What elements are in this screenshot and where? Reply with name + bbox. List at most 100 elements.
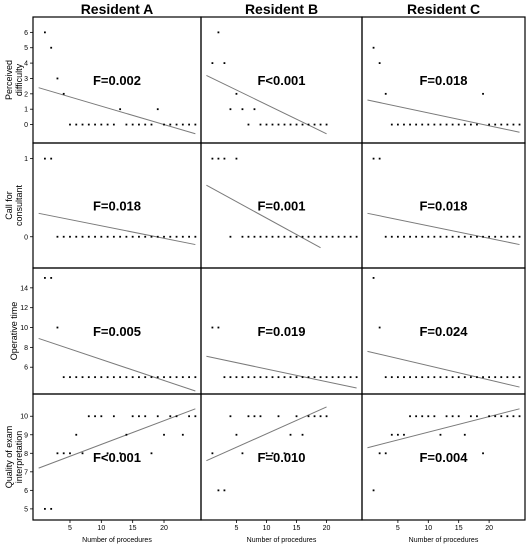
regression-line (367, 212, 520, 246)
data-point (265, 452, 268, 455)
x-tick-label: 20 (485, 525, 493, 532)
data-point (169, 123, 172, 126)
data-point (50, 507, 53, 510)
data-point (100, 235, 103, 238)
regression-line (38, 337, 196, 392)
x-tick-label: 10 (424, 525, 432, 532)
data-point (175, 376, 178, 379)
data-point (506, 415, 509, 418)
f-statistic-label: F=0.004 (419, 450, 468, 465)
data-point (253, 108, 256, 111)
data-point (100, 376, 103, 379)
data-point (69, 123, 71, 126)
data-point (144, 415, 147, 418)
data-point (331, 235, 334, 238)
data-point (81, 452, 84, 455)
x-tick-label: 5 (68, 525, 72, 532)
data-point (94, 415, 96, 418)
y-tick-label: 6 (24, 30, 28, 37)
data-point (265, 123, 268, 126)
data-point (271, 235, 274, 238)
data-point (512, 123, 515, 126)
data-point (223, 376, 226, 379)
data-point (476, 235, 478, 238)
data-point (463, 433, 466, 436)
data-point (289, 123, 292, 126)
data-point (106, 235, 109, 238)
data-point (307, 376, 310, 379)
data-point (488, 415, 491, 418)
data-point (150, 452, 153, 455)
y-tick-label: 1 (24, 156, 28, 163)
data-point (390, 235, 393, 238)
data-point (44, 507, 46, 510)
data-point (457, 415, 460, 418)
data-point (94, 376, 96, 379)
data-point (119, 235, 122, 238)
data-point (518, 376, 521, 379)
regression-line (206, 406, 327, 462)
data-point (506, 123, 509, 126)
data-point (421, 123, 424, 126)
data-point (494, 415, 497, 418)
data-point (445, 235, 448, 238)
data-point (307, 415, 310, 418)
row-label-quality-of-exam-interpretation: Quality of examinterpretation (4, 426, 24, 489)
panel-quality-of-exam-interpretation-resident-a: F<0.001 5 6 7 8 9 10 (20, 393, 202, 521)
data-point (482, 452, 484, 455)
data-point (378, 157, 381, 160)
column-title-resident-a: Resident A (81, 1, 154, 17)
f-statistic-label: F=0.019 (257, 324, 305, 339)
y-tick-label: 7 (24, 469, 28, 476)
y-tick-label: 8 (24, 345, 28, 352)
regression-line (38, 212, 196, 246)
data-point (175, 415, 178, 418)
data-point (421, 415, 424, 418)
x-tick-label: 5 (234, 525, 238, 532)
x-axis-label: Number of procedures (82, 537, 152, 544)
f-statistic-label: F=0.001 (257, 199, 305, 214)
data-point (119, 108, 122, 111)
data-point (289, 235, 292, 238)
data-point (217, 326, 220, 329)
data-point (355, 235, 358, 238)
data-point (211, 62, 214, 64)
f-statistic-label: F=0.005 (93, 324, 141, 339)
data-point (349, 376, 352, 379)
data-point (396, 123, 399, 126)
data-point (325, 235, 328, 238)
data-point (211, 326, 214, 329)
regression-line (367, 99, 520, 133)
x-axis-label: Number of procedures (409, 537, 479, 544)
data-point (229, 415, 232, 418)
data-point (62, 376, 65, 379)
data-point (451, 415, 454, 418)
data-point (163, 376, 165, 379)
data-point (457, 123, 460, 126)
data-point (409, 415, 411, 418)
data-point (163, 433, 165, 436)
data-point (277, 415, 280, 418)
data-point (313, 123, 316, 126)
data-point (482, 92, 484, 95)
f-statistic-label: F=0.024 (419, 324, 468, 339)
data-point (75, 376, 78, 379)
data-point (277, 376, 280, 379)
regression-line (38, 408, 196, 469)
data-point (500, 123, 503, 126)
data-point (175, 123, 178, 126)
data-point (319, 123, 322, 126)
data-point (396, 235, 399, 238)
data-point (247, 376, 250, 379)
data-point (241, 452, 244, 455)
data-point (112, 415, 115, 418)
data-point (69, 376, 71, 379)
data-point (87, 415, 90, 418)
data-point (44, 157, 46, 160)
data-point (349, 235, 352, 238)
data-point (87, 123, 90, 126)
data-point (169, 415, 172, 418)
column-titles: Resident A Resident B Resident C (81, 1, 480, 17)
data-point (253, 235, 256, 238)
